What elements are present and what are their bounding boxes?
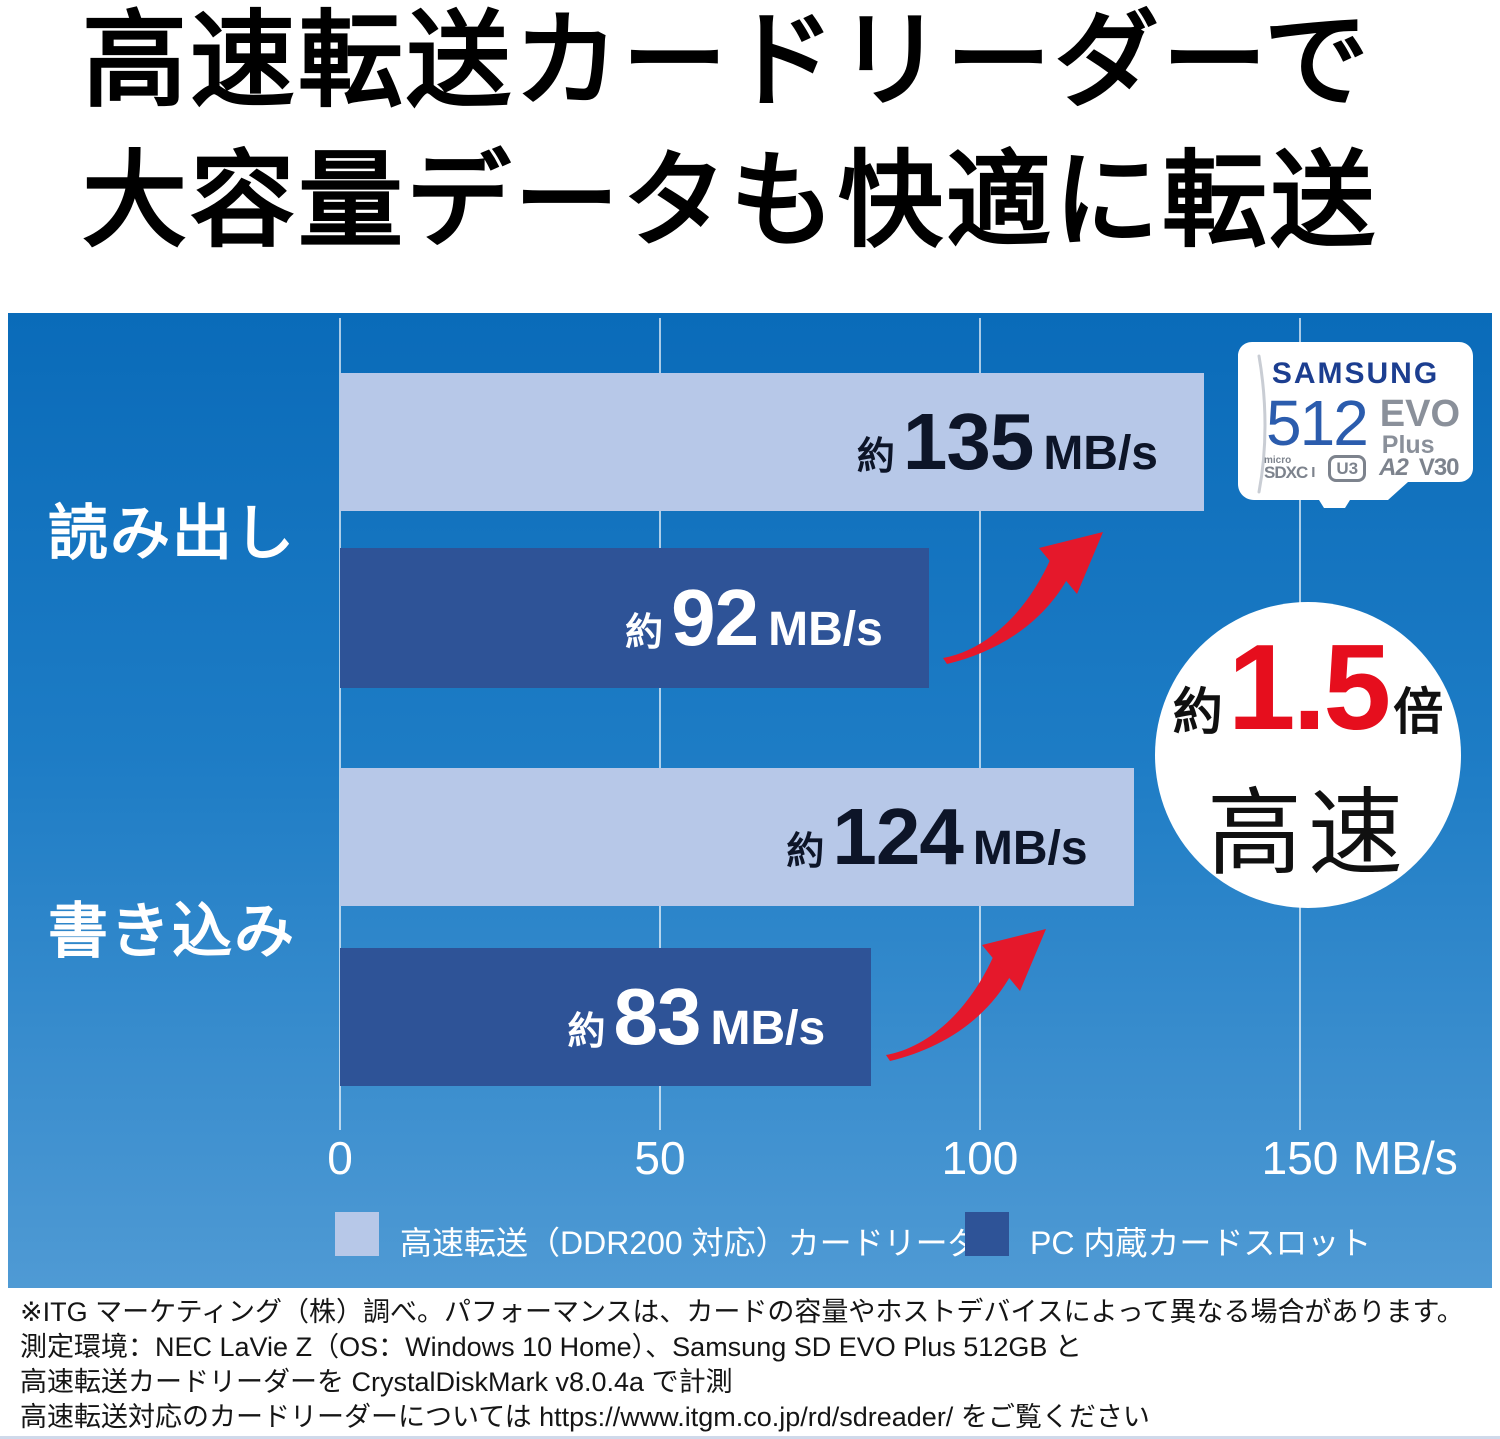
- samsung-logo: SAMSUNG: [1271, 357, 1440, 390]
- category-label-write: 書き込み: [48, 898, 296, 965]
- chart-panel: 読み出し 書き込み 約 135 MB/s 約 92 MB/s 約 124 MB/…: [8, 313, 1492, 1288]
- headline-line-1: 高速転送カードリーダーで: [82, 3, 1372, 120]
- legend-label-cardreader: 高速転送（DDR200 対応）カードリーダー: [400, 1225, 1012, 1261]
- card-series: EVO Plus: [1379, 393, 1461, 459]
- gridline-0: [339, 318, 341, 1130]
- bar-value-label: 約 92 MB/s: [625, 573, 883, 662]
- bar-read-cardreader: 約 135 MB/s: [340, 373, 1204, 511]
- bar-value-label: 約 124 MB/s: [786, 792, 1088, 881]
- legend-swatch-cardreader: [335, 1212, 379, 1256]
- gridline-50: [659, 318, 661, 1130]
- headline-line-2: 大容量データも快適に転送: [82, 143, 1379, 260]
- legend-swatch-pcslot: [965, 1212, 1009, 1256]
- uhs-bus-icon: I: [1311, 463, 1316, 481]
- video-speed-v30-icon: V30: [1418, 454, 1460, 481]
- speed-multiplier-badge: 約 1.5 倍 高速: [1155, 602, 1461, 908]
- bar-write-pcslot: 約 83 MB/s: [340, 948, 872, 1086]
- microsd-card-image: SAMSUNG 512 EVO Plus micro SDXC I U3 A2: [1238, 342, 1473, 510]
- legend-label-pcslot: PC 内蔵カードスロット: [1030, 1225, 1372, 1261]
- badge-speed-label: 高速: [1206, 780, 1409, 887]
- microsdxc-logo-icon: micro SDXC I: [1264, 454, 1316, 482]
- footnotes: ※ITG マーケティング（株）調べ。パフォーマンスは、カードの容量やホストデバイ…: [0, 1288, 1500, 1439]
- card-capacity-row: 512 EVO Plus: [1266, 387, 1461, 459]
- footnote-line-1: ※ITG マーケティング（株）調べ。パフォーマンスは、カードの容量やホストデバイ…: [20, 1297, 1464, 1327]
- microsd-card-shape: [1238, 342, 1473, 508]
- gridline-100: [979, 318, 981, 1130]
- x-tick-100: 100: [941, 1132, 1019, 1184]
- growth-arrow-icon: [886, 929, 1046, 1061]
- card-capacity: 512: [1266, 387, 1369, 459]
- headline: 高速転送カードリーダーで 大容量データも快適に転送: [82, 0, 1378, 272]
- footnote-line-4: 高速転送対応のカードリーダーについては https://www.itgm.co.…: [20, 1402, 1150, 1432]
- card-spec-row: micro SDXC I U3 A2 V30: [1264, 454, 1460, 482]
- badge-multiplier-value: 1.5: [1227, 618, 1392, 755]
- category-label-read: 読み出し: [48, 500, 296, 567]
- x-tick-0: 0: [327, 1132, 353, 1184]
- app-performance-a2-icon: A2: [1379, 454, 1409, 481]
- bar-value-label: 約 135 MB/s: [856, 397, 1158, 486]
- x-axis-unit: MB/s: [1353, 1132, 1458, 1184]
- x-tick-150: 150: [1261, 1132, 1339, 1184]
- bar-value-label: 約 83 MB/s: [567, 972, 826, 1061]
- uhs-speed-class-u3-icon: U3: [1328, 454, 1367, 482]
- footnote-line-3: 高速転送カードリーダーを CrystalDiskMark v8.0.4a で計測: [20, 1367, 733, 1397]
- badge-multiplier-row: 約 1.5 倍: [1172, 618, 1444, 755]
- footnote-line-2: 測定環境：NEC LaVie Z（OS：Windows 10 Home）、Sam…: [20, 1332, 1082, 1362]
- bar-write-cardreader: 約 124 MB/s: [340, 768, 1134, 906]
- bar-read-pcslot: 約 92 MB/s: [340, 548, 929, 688]
- growth-arrow-icon: [943, 532, 1103, 664]
- x-tick-50: 50: [634, 1132, 686, 1184]
